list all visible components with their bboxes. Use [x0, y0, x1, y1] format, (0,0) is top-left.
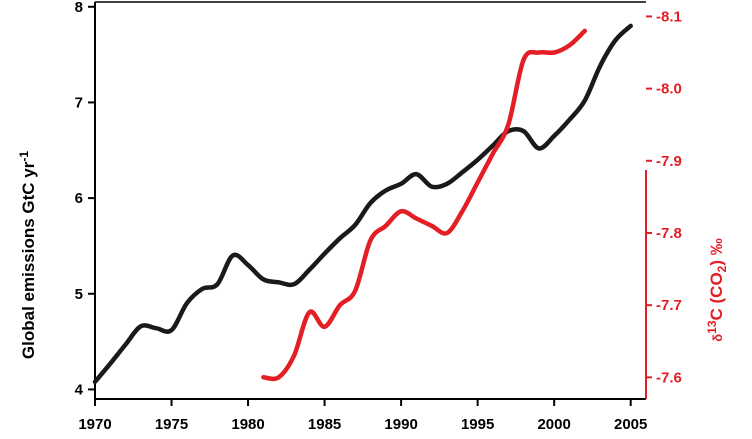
- bottom-tick-label: 1970: [78, 416, 111, 433]
- right-axis-title-c-co: C (CO: [707, 272, 726, 320]
- left-tick-label: 4: [75, 381, 84, 398]
- left-tick-label: 7: [75, 94, 83, 111]
- right-tick-label: -7.8: [656, 225, 682, 242]
- left-axis-title: Global emissions GtC yr-1: [17, 151, 38, 359]
- bottom-tick-label: 1975: [155, 416, 188, 433]
- right-axis-title-subscript: 2: [715, 265, 729, 272]
- bottom-axis-ticks: 1970 1975 1980 1985 1990 1995 2000 2005: [78, 399, 647, 433]
- bottom-tick-label: 1980: [231, 416, 264, 433]
- bottom-tick-label: 2005: [614, 416, 647, 433]
- bottom-tick-label: 1990: [384, 416, 417, 433]
- left-axis-title-superscript: -1: [17, 151, 31, 162]
- bottom-tick-label: 1995: [461, 416, 494, 433]
- emissions-line: [92, 23, 633, 385]
- right-tick-label: -7.6: [656, 369, 682, 386]
- left-axis-title-main: Global emissions GtC yr: [19, 161, 38, 359]
- left-tick-label: 5: [75, 286, 83, 303]
- right-tick-label: -8.1: [656, 8, 682, 25]
- right-axis-title-permil: ) ‰: [707, 238, 726, 265]
- right-axis-title-13: 13: [705, 320, 719, 334]
- right-axis-ticks: -7.6 -7.7 -7.8 -7.9 -8.0 -8.1: [646, 8, 682, 386]
- right-axis-title: δ13C (CO2) ‰: [705, 238, 729, 342]
- left-axis-ticks: 4 5 6 7 8: [75, 0, 95, 398]
- left-tick-label: 6: [75, 190, 83, 207]
- delta13c-line: [261, 28, 588, 382]
- series-layer: [92, 23, 633, 385]
- right-axis-title-delta: δ: [710, 334, 725, 342]
- right-tick-label: -7.9: [656, 153, 682, 170]
- bottom-tick-label: 2000: [537, 416, 570, 433]
- left-tick-label: 8: [75, 0, 83, 16]
- bottom-tick-label: 1985: [308, 416, 341, 433]
- right-tick-label: -7.7: [656, 297, 682, 314]
- right-tick-label: -8.0: [656, 81, 682, 98]
